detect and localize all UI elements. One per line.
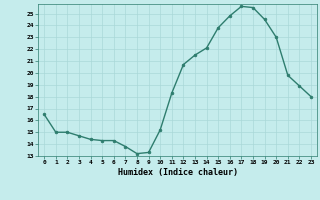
X-axis label: Humidex (Indice chaleur): Humidex (Indice chaleur) [118,168,238,177]
